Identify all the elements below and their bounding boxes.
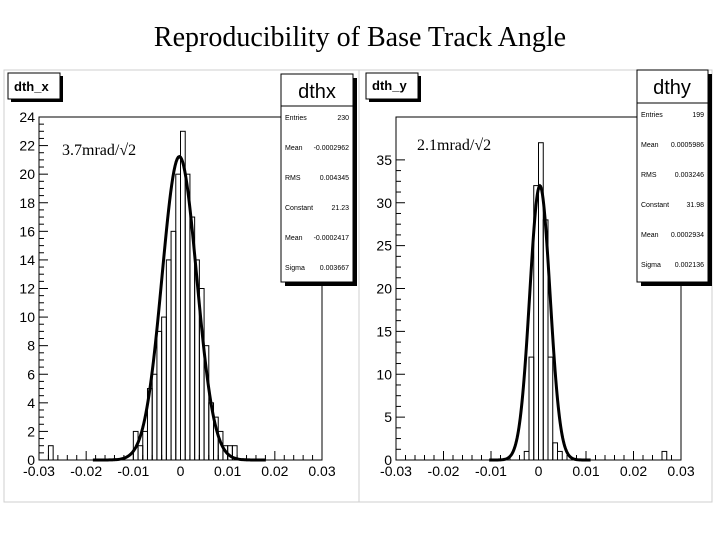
stats-label: Mean bbox=[641, 142, 659, 149]
histogram-bin bbox=[231, 445, 238, 461]
stats-label: Entries bbox=[641, 112, 663, 119]
stats-value: 0.004345 bbox=[320, 175, 349, 182]
stats-box bbox=[280, 73, 354, 283]
stats-label: Sigma bbox=[641, 262, 661, 269]
stats-box bbox=[636, 69, 709, 283]
resolution-annotation: 2.1mrad/√2 bbox=[417, 137, 491, 154]
histogram-bin bbox=[557, 450, 563, 461]
hist-name: dth_x bbox=[14, 79, 49, 94]
canvas-frame bbox=[3, 69, 713, 503]
x-tick-label: 0.03 bbox=[667, 463, 694, 479]
x-tick-label: 0 bbox=[535, 463, 543, 479]
hist-name-box bbox=[365, 72, 419, 100]
x-tick-label: 0 bbox=[177, 463, 185, 479]
x-tick-label: -0.01 bbox=[475, 463, 507, 479]
y-tick-label: 18 bbox=[19, 195, 35, 211]
hist-name: dth_y bbox=[372, 78, 407, 93]
x-tick-label: 0.01 bbox=[572, 463, 599, 479]
y-tick-label: 24 bbox=[19, 109, 35, 125]
stats-value: -0.0002962 bbox=[314, 145, 350, 152]
pad-dth-x: dth_x -0.03 -0.02 -0.01 0 0.01 0.02 0.03 02468… bbox=[7, 72, 357, 479]
y-tick-label: 22 bbox=[19, 138, 35, 154]
x-tick-label: -0.03 bbox=[380, 463, 412, 479]
stats-rows: Entries 199 Mean 0.0005986 RMS 0.003246 Consta… bbox=[641, 112, 704, 269]
stats-value: -0.0002417 bbox=[314, 235, 350, 242]
stats-rows: Entries 230 Mean -0.0002962 RMS 0.004345 Const… bbox=[285, 115, 349, 272]
stats-value: 21.23 bbox=[331, 205, 349, 212]
y-tick-label: 15 bbox=[376, 323, 392, 339]
stats-value: 199 bbox=[692, 112, 704, 119]
y-tick-label: 0 bbox=[27, 452, 35, 468]
stats-value: 230 bbox=[337, 115, 349, 122]
stats-value: 0.003246 bbox=[675, 172, 704, 179]
y-tick-label: 20 bbox=[19, 166, 35, 182]
slide-title: Reproducibility of Base Track Angle bbox=[153, 22, 567, 53]
x-tick-label: -0.02 bbox=[428, 463, 460, 479]
y-tick-label: 10 bbox=[376, 366, 392, 382]
x-tick-label: 0.03 bbox=[308, 463, 335, 479]
y-tick-label: 35 bbox=[376, 152, 392, 168]
x-tick-label: -0.02 bbox=[70, 463, 102, 479]
y-tick-label: 16 bbox=[19, 223, 35, 239]
stats-label: Mean bbox=[285, 235, 303, 242]
stats-box-name: dthy bbox=[653, 77, 691, 99]
y-tick-label: 30 bbox=[376, 195, 392, 211]
y-axis: 0 5 10 15 20 25 30 35 bbox=[376, 152, 405, 468]
y-tick-label: 12 bbox=[19, 281, 35, 297]
x-axis: -0.03 -0.02 -0.01 0 0.01 0.02 0.03 bbox=[23, 451, 336, 479]
stats-label: Sigma bbox=[285, 265, 305, 272]
pad-dth-y: dth_y -0.03 -0.02 -0.01 0 0.01 0.02 0.03 0 5 10 1… bbox=[365, 69, 712, 479]
y-tick-label: 25 bbox=[376, 238, 392, 254]
y-tick-label: 8 bbox=[27, 338, 35, 354]
stats-value: 31.98 bbox=[686, 202, 704, 209]
stats-label: Constant bbox=[285, 205, 313, 212]
y-tick-label: 14 bbox=[19, 252, 35, 268]
stats-label: Constant bbox=[641, 202, 669, 209]
histogram-bin bbox=[547, 356, 554, 461]
stats-label: Mean bbox=[641, 232, 659, 239]
stats-value: 0.0005986 bbox=[671, 142, 704, 149]
x-tick-label: 0.01 bbox=[214, 463, 241, 479]
y-tick-label: 20 bbox=[376, 281, 392, 297]
x-tick-label: 0.02 bbox=[261, 463, 288, 479]
histogram-bin bbox=[47, 445, 54, 461]
gaussian-fit-curve bbox=[92, 154, 266, 462]
stats-label: RMS bbox=[641, 172, 657, 179]
y-tick-label: 10 bbox=[19, 309, 35, 325]
resolution-annotation: 3.7mrad/√2 bbox=[62, 142, 136, 159]
stats-label: RMS bbox=[285, 175, 301, 182]
stats-box-name: dthx bbox=[298, 81, 336, 103]
y-tick-label: 0 bbox=[384, 452, 392, 468]
y-tick-label: 2 bbox=[27, 423, 35, 439]
stats-label: Entries bbox=[285, 115, 307, 122]
stats-value: 0.0002934 bbox=[671, 232, 704, 239]
y-tick-label: 5 bbox=[384, 409, 392, 425]
hist-name-box bbox=[7, 72, 61, 100]
y-tick-label: 6 bbox=[27, 366, 35, 382]
stats-value: 0.002136 bbox=[675, 262, 704, 269]
x-tick-label: -0.01 bbox=[117, 463, 149, 479]
gaussian-fit-curve bbox=[489, 183, 591, 462]
x-tick-label: 0.02 bbox=[620, 463, 647, 479]
stats-label: Mean bbox=[285, 145, 303, 152]
y-tick-label: 4 bbox=[27, 395, 35, 411]
stats-value: 0.003667 bbox=[320, 265, 349, 272]
x-tick-label: -0.03 bbox=[23, 463, 55, 479]
histogram-bin bbox=[661, 450, 668, 461]
